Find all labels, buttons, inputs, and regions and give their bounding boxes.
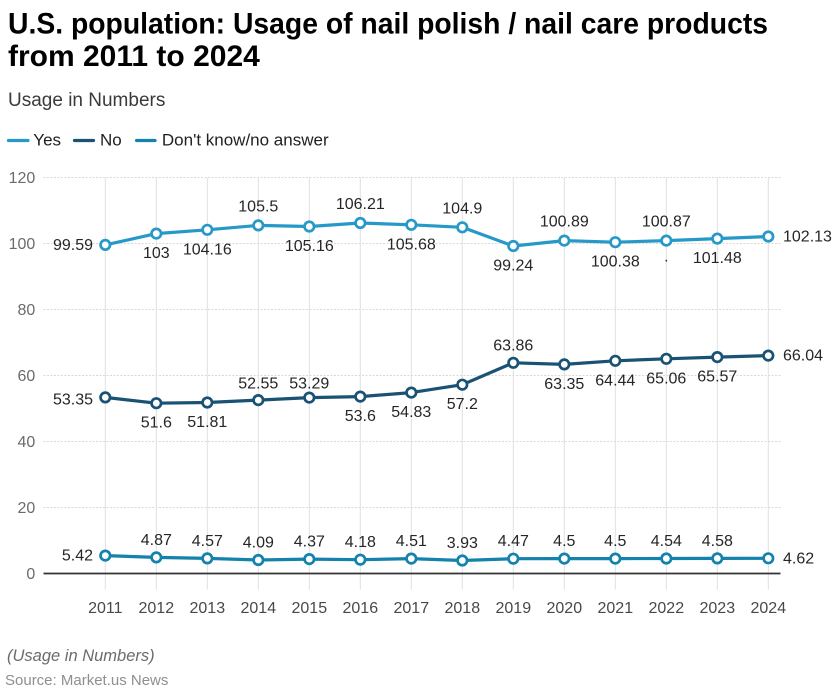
svg-text:2022: 2022 (649, 600, 685, 617)
svg-text:2017: 2017 (394, 600, 430, 617)
svg-text:2019: 2019 (496, 600, 532, 617)
svg-text:4.5: 4.5 (604, 533, 626, 550)
svg-text:(Usage in Numbers): (Usage in Numbers) (7, 647, 155, 665)
svg-text:53.29: 53.29 (289, 376, 329, 393)
svg-text:4.47: 4.47 (498, 533, 529, 550)
svg-text:102.13: 102.13 (783, 229, 832, 246)
svg-text:20: 20 (18, 500, 36, 517)
svg-text:4.51: 4.51 (396, 533, 427, 550)
svg-text:.: . (664, 249, 668, 266)
svg-text:2018: 2018 (445, 600, 481, 617)
svg-text:2016: 2016 (343, 600, 379, 617)
svg-text:No: No (100, 131, 122, 150)
svg-text:54.83: 54.83 (391, 404, 431, 421)
svg-text:4.09: 4.09 (243, 535, 274, 552)
svg-text:66.04: 66.04 (783, 348, 823, 365)
svg-text:100.87: 100.87 (642, 214, 691, 231)
svg-text:101.48: 101.48 (693, 250, 742, 267)
svg-text:100.89: 100.89 (540, 214, 589, 231)
svg-text:3.93: 3.93 (447, 535, 478, 552)
svg-text:103: 103 (143, 245, 170, 262)
svg-text:80: 80 (18, 302, 36, 319)
svg-text:40: 40 (18, 434, 36, 451)
svg-text:2021: 2021 (598, 600, 634, 617)
svg-text:4.5: 4.5 (553, 533, 575, 550)
svg-text:120: 120 (9, 170, 36, 187)
svg-text:2013: 2013 (190, 600, 226, 617)
svg-text:104.16: 104.16 (183, 241, 232, 258)
svg-text:2011: 2011 (88, 600, 123, 617)
svg-text:Usage in Numbers: Usage in Numbers (8, 90, 165, 111)
svg-text:100.38: 100.38 (591, 254, 640, 271)
svg-text:51.6: 51.6 (141, 415, 172, 432)
svg-text:105.16: 105.16 (285, 238, 334, 255)
svg-text:4.54: 4.54 (651, 533, 682, 550)
svg-text:5.42: 5.42 (62, 548, 93, 565)
svg-text:Yes: Yes (33, 131, 61, 150)
svg-text:2014: 2014 (241, 600, 277, 617)
svg-text:4.37: 4.37 (294, 534, 325, 551)
svg-text:65.57: 65.57 (697, 369, 737, 386)
svg-text:63.35: 63.35 (544, 376, 584, 393)
svg-text:57.2: 57.2 (447, 396, 478, 413)
svg-text:105.68: 105.68 (387, 236, 436, 253)
svg-text:2023: 2023 (700, 600, 736, 617)
svg-text:4.62: 4.62 (783, 550, 814, 567)
svg-text:65.06: 65.06 (646, 370, 686, 387)
svg-text:63.86: 63.86 (493, 337, 533, 354)
svg-text:100: 100 (9, 236, 36, 253)
svg-text:104.9: 104.9 (442, 200, 482, 217)
svg-text:99.59: 99.59 (53, 237, 93, 254)
svg-text:from 2011 to 2024: from 2011 to 2024 (8, 40, 260, 73)
svg-text:105.5: 105.5 (238, 198, 278, 215)
svg-text:Source: Market.us News: Source: Market.us News (5, 672, 168, 689)
svg-text:106.21: 106.21 (336, 196, 385, 213)
svg-text:64.44: 64.44 (595, 372, 635, 389)
svg-text:51.81: 51.81 (187, 414, 227, 431)
svg-text:53.35: 53.35 (53, 391, 93, 408)
svg-text:2015: 2015 (292, 600, 328, 617)
svg-text:4.87: 4.87 (141, 532, 172, 549)
svg-text:U.S. population: Usage of nail: U.S. population: Usage of nail polish / … (8, 7, 768, 40)
svg-text:0: 0 (26, 566, 35, 583)
svg-text:4.58: 4.58 (702, 533, 733, 550)
svg-text:2012: 2012 (139, 600, 175, 617)
svg-text:2020: 2020 (547, 600, 583, 617)
svg-text:99.24: 99.24 (493, 258, 533, 275)
svg-text:2024: 2024 (751, 600, 787, 617)
svg-text:52.55: 52.55 (238, 376, 278, 393)
svg-text:53.6: 53.6 (345, 408, 376, 425)
svg-text:60: 60 (18, 368, 36, 385)
svg-text:Don't know/no answer: Don't know/no answer (162, 131, 329, 150)
svg-text:4.18: 4.18 (345, 534, 376, 551)
svg-text:4.57: 4.57 (192, 533, 223, 550)
